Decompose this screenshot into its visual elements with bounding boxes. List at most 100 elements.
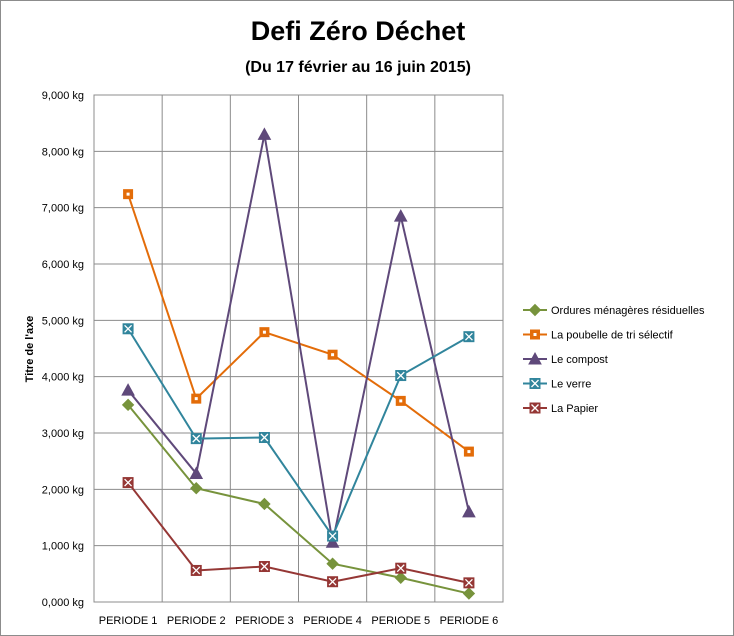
data-point (395, 370, 407, 382)
marker-shape (121, 398, 135, 412)
data-point (122, 323, 134, 335)
legend-item: Le compost (523, 351, 608, 366)
marker-shape (189, 466, 204, 480)
legend-item: Ordures ménagères résiduelles (523, 303, 705, 317)
data-point (395, 562, 407, 574)
grid-layer (93, 94, 504, 603)
marker-shape (394, 571, 407, 584)
data-point (326, 557, 339, 570)
marker-shape (528, 303, 542, 317)
data-point (122, 477, 134, 489)
marker-cross (396, 564, 405, 573)
marker-cross (328, 577, 337, 586)
data-point (123, 189, 134, 200)
marker-shape (190, 481, 203, 495)
y-tick-label: 9,000 kg (42, 90, 84, 102)
x-axis-ticks: PERIODE 1 PERIODE 2 PERIODE 3 PERIODE 4 PERI… (99, 615, 499, 627)
data-point (259, 327, 270, 338)
y-tick-label: 2,000 kg (42, 484, 84, 496)
legend-label: Le verre (551, 379, 591, 391)
marker-shape (462, 587, 476, 600)
marker-shape (393, 209, 408, 222)
plot-area (93, 94, 504, 603)
series-line (127, 134, 470, 543)
x-tick-label: PERIODE 1 (99, 615, 158, 627)
marker-cross (531, 379, 539, 388)
marker-cross (531, 404, 539, 412)
marker-inner (331, 353, 335, 357)
data-point (325, 535, 340, 548)
series-line (127, 481, 470, 584)
legend-marker (530, 329, 540, 340)
series-2 (121, 127, 476, 548)
marker-inner (126, 192, 130, 196)
marker-cross (192, 566, 201, 575)
marker-inner (399, 399, 403, 403)
y-tick-label: 8,000 kg (42, 146, 84, 158)
series-layer (121, 127, 476, 600)
series-line (127, 404, 470, 595)
x-tick-label: PERIODE 2 (167, 615, 226, 627)
data-point (258, 497, 271, 511)
marker-cross (464, 578, 473, 587)
marker-cross (124, 324, 133, 333)
marker-cross (124, 478, 133, 487)
marker-shape (258, 497, 271, 511)
marker-shape (528, 351, 542, 365)
data-point (327, 576, 339, 588)
marker-cross (396, 371, 405, 380)
data-point (463, 331, 475, 343)
data-point (257, 127, 272, 140)
data-point (190, 481, 203, 495)
legend-label: Ordures ménagères résiduelles (551, 305, 705, 317)
legend-label: Le compost (551, 354, 608, 366)
legend-item: La poubelle de tri sélectif (523, 329, 674, 342)
data-point (327, 530, 339, 542)
chart-subtitle: (Du 17 février au 16 juin 2015) (245, 59, 471, 76)
marker-shape (257, 127, 272, 140)
x-tick-label: PERIODE 4 (303, 615, 362, 627)
y-tick-label: 5,000 kg (42, 315, 84, 327)
data-point (258, 432, 270, 444)
marker-cross (260, 562, 269, 571)
data-point (463, 577, 475, 589)
legend-item: Le verre (523, 378, 591, 391)
marker-cross (464, 332, 473, 341)
y-tick-label: 0,000 kg (42, 597, 84, 609)
legend-label: La poubelle de tri sélectif (551, 330, 674, 342)
series-line (127, 328, 470, 539)
x-tick-label: PERIODE 3 (235, 615, 294, 627)
x-tick-label: PERIODE 6 (440, 615, 499, 627)
marker-inner (467, 450, 471, 454)
y-tick-label: 6,000 kg (42, 259, 84, 271)
legend-marker (528, 303, 542, 317)
marker-cross (192, 434, 201, 443)
y-axis-title: Titre de l'axe (24, 316, 36, 383)
series-0 (121, 398, 476, 600)
legend-label: La Papier (551, 403, 598, 415)
data-point (327, 349, 338, 360)
data-point (462, 504, 476, 518)
data-point (258, 561, 270, 573)
y-tick-label: 4,000 kg (42, 372, 84, 384)
legend-marker (529, 378, 541, 389)
y-tick-label: 7,000 kg (42, 203, 84, 215)
marker-shape (325, 535, 340, 548)
legend-marker (528, 351, 542, 365)
data-point (189, 466, 204, 480)
data-point (190, 433, 202, 445)
marker-shape (326, 557, 339, 570)
marker-inner (194, 397, 198, 401)
marker-cross (328, 532, 337, 541)
legend-item: La Papier (523, 402, 598, 415)
y-axis-ticks: 0,000 kg 1,000 kg 2,000 kg 3,000 kg 4,000 kg… (42, 90, 84, 609)
legend: Ordures ménagères résiduelles La poubelle… (523, 303, 705, 415)
data-point (121, 383, 135, 396)
data-point (393, 209, 408, 222)
x-tick-label: PERIODE 5 (371, 615, 430, 627)
data-point (463, 446, 474, 457)
marker-inner (533, 333, 537, 336)
data-point (191, 393, 202, 404)
legend-marker (529, 402, 541, 414)
